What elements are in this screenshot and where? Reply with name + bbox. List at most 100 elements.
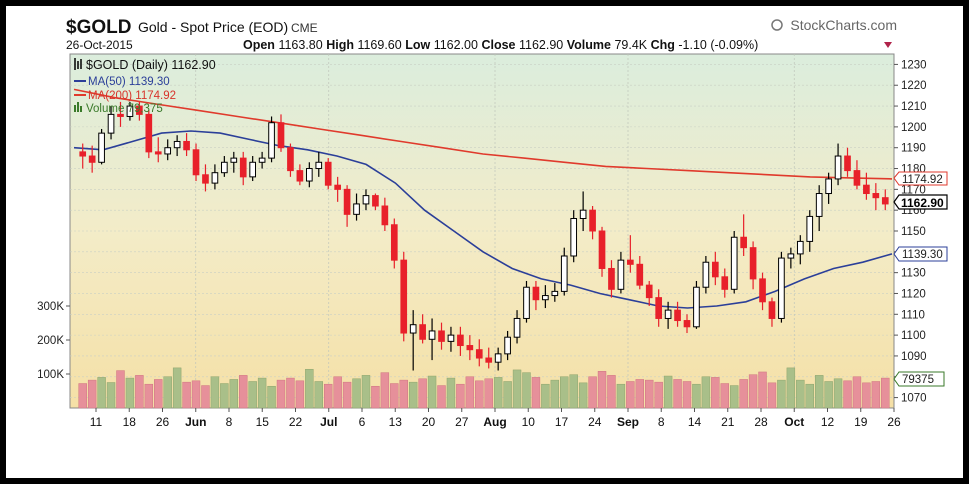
candle-body bbox=[136, 105, 143, 115]
volume-bar bbox=[645, 379, 654, 409]
candle bbox=[249, 156, 257, 182]
candle bbox=[485, 347, 493, 369]
candle bbox=[343, 185, 351, 227]
stockcharts-watermark[interactable]: StockCharts.com bbox=[790, 17, 897, 33]
date-tick-label: 28 bbox=[754, 415, 768, 429]
candle bbox=[608, 260, 615, 298]
volume-bar bbox=[125, 377, 135, 409]
price-tick-label: 1120 bbox=[901, 288, 926, 300]
date-tick-label: 10 bbox=[522, 415, 536, 429]
candle-body bbox=[513, 317, 521, 338]
volume-bar bbox=[531, 377, 541, 409]
candle-body bbox=[438, 330, 445, 342]
volume-bar bbox=[456, 383, 465, 409]
volume-bar bbox=[833, 378, 843, 409]
candle bbox=[419, 314, 426, 344]
svg-text:MA(200) 1174.92: MA(200) 1174.92 bbox=[88, 90, 176, 102]
candle bbox=[551, 283, 559, 302]
volume-bar bbox=[314, 381, 323, 409]
legend-price: $GOLD (Daily) 1162.90 bbox=[74, 58, 216, 72]
candle-body bbox=[608, 267, 615, 290]
date-tick-label: 27 bbox=[455, 415, 469, 429]
candle bbox=[277, 114, 285, 152]
candle bbox=[381, 197, 389, 231]
volume-axis: 100K 200K 300K bbox=[37, 301, 70, 381]
svg-text:1162.90: 1162.90 bbox=[901, 196, 944, 210]
candle bbox=[268, 116, 275, 163]
candle bbox=[475, 339, 483, 367]
candle-body bbox=[693, 286, 700, 328]
candle bbox=[390, 218, 398, 269]
candle-body bbox=[504, 336, 511, 355]
ma50-line bbox=[73, 130, 893, 309]
volume-bar bbox=[663, 375, 673, 409]
candle-body bbox=[730, 236, 738, 290]
candle bbox=[305, 162, 313, 188]
date-tick-label: 15 bbox=[256, 415, 270, 429]
candle-body bbox=[627, 259, 634, 265]
candle-body bbox=[494, 353, 502, 363]
candle bbox=[107, 106, 115, 140]
volume-bar bbox=[97, 377, 106, 409]
candle bbox=[844, 147, 851, 177]
candle-body bbox=[164, 147, 172, 155]
candle bbox=[674, 301, 681, 327]
candle-body bbox=[277, 122, 285, 149]
candle-body bbox=[551, 290, 559, 297]
candle-body bbox=[409, 324, 417, 334]
volume-bar bbox=[399, 379, 408, 409]
candle-body bbox=[381, 205, 389, 226]
candle-body bbox=[353, 203, 360, 215]
svg-text:Volume 79,375: Volume 79,375 bbox=[86, 103, 163, 115]
candle bbox=[655, 289, 663, 327]
volume-bar bbox=[371, 385, 380, 409]
candle bbox=[457, 326, 464, 356]
date-tick-label: 17 bbox=[555, 415, 569, 429]
candle bbox=[183, 133, 190, 157]
candle bbox=[173, 135, 181, 157]
volume-bar bbox=[682, 381, 692, 409]
volume-bar bbox=[172, 367, 182, 409]
volume-bar bbox=[106, 382, 116, 409]
price-tick-label: 1190 bbox=[901, 143, 926, 155]
badge-ma50: 1139.30 bbox=[893, 246, 948, 262]
candle-body bbox=[447, 334, 455, 342]
volume-bar bbox=[154, 379, 163, 409]
volume-bar bbox=[229, 379, 239, 409]
candle bbox=[787, 247, 795, 269]
volume-bar bbox=[569, 374, 578, 409]
candle bbox=[466, 335, 474, 361]
candle-body bbox=[88, 155, 96, 163]
candle-body bbox=[532, 286, 540, 301]
volume-tick-label: 300K bbox=[37, 301, 64, 313]
date-tick-label: 20 bbox=[422, 415, 436, 429]
volume-bar bbox=[201, 385, 210, 409]
candle-body bbox=[589, 209, 596, 232]
candle-body bbox=[145, 113, 153, 153]
volume-bar bbox=[78, 383, 87, 409]
candle-body bbox=[117, 113, 124, 117]
candle bbox=[362, 189, 370, 211]
ma200-line bbox=[73, 88, 893, 180]
volume-bar bbox=[257, 377, 267, 409]
candle bbox=[136, 101, 143, 121]
price-tick-label: 1230 bbox=[901, 59, 927, 71]
candle bbox=[853, 160, 861, 190]
candle bbox=[834, 143, 842, 186]
date-tick-label: 8 bbox=[226, 415, 233, 429]
candle-body bbox=[324, 161, 332, 186]
candle-body bbox=[815, 193, 823, 217]
candle-body bbox=[287, 147, 294, 172]
exchange: CME bbox=[291, 21, 318, 35]
candle bbox=[627, 235, 634, 273]
volume-bar bbox=[276, 379, 286, 409]
candle-body bbox=[674, 309, 681, 322]
volume-bar bbox=[654, 381, 663, 409]
volume-bar bbox=[484, 378, 493, 409]
volume-bar bbox=[862, 382, 871, 409]
candle-body bbox=[428, 330, 436, 340]
candle bbox=[353, 193, 360, 221]
candle-body bbox=[343, 188, 351, 215]
candle bbox=[126, 101, 134, 121]
price-tick-label: 1200 bbox=[901, 122, 927, 134]
